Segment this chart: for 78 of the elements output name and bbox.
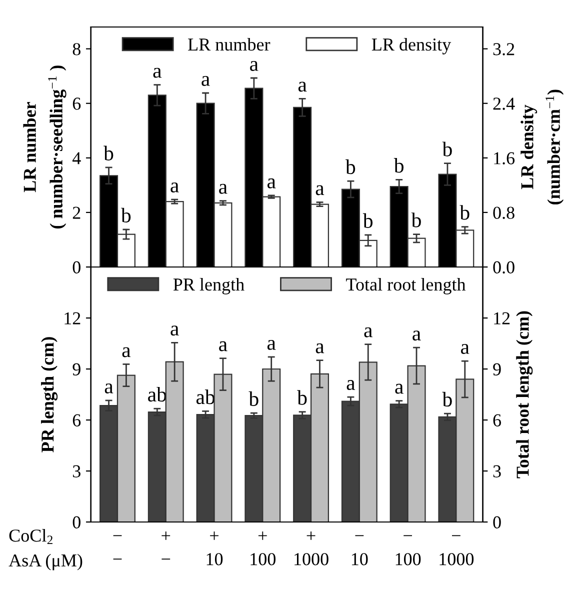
annotation: b	[346, 159, 356, 174]
text: −	[404, 535, 412, 536]
annotation: b	[248, 391, 258, 406]
x-tick-label: 100	[396, 553, 421, 566]
y2-tick-label: 6	[493, 414, 502, 426]
annotation: b	[120, 208, 131, 222]
text: −	[355, 535, 364, 536]
annotation: b	[394, 158, 404, 173]
annotation: a	[170, 182, 179, 192]
annotation: a	[267, 178, 276, 188]
annotation: a	[219, 341, 228, 352]
annotation: ab	[148, 386, 166, 402]
annotation: a	[346, 380, 356, 390]
text: +	[258, 531, 267, 540]
y2-tick-label: 3	[493, 465, 501, 478]
y-tick-label: 6	[72, 98, 81, 110]
y-tick-label: 0	[72, 516, 80, 528]
y-tick-label: 4	[72, 152, 81, 164]
text: AsA (μM)	[8, 554, 82, 570]
y-tick-label: 6	[72, 414, 81, 426]
y2-axis-title: LR density (number·cm$^{−1}$)	[520, 90, 564, 204]
y-tick-label: 9	[72, 363, 80, 376]
y2-axis-title: Total root length (cm)	[516, 311, 533, 478]
y-tick-label: 0	[72, 261, 80, 274]
annotation: b	[460, 205, 470, 220]
text: +	[210, 531, 218, 540]
y-axis-title: PR length (cm)	[41, 337, 58, 452]
annotation: a	[219, 184, 228, 194]
x-tick-label: 1000	[440, 553, 474, 566]
y2-tick-label: 0.0	[493, 261, 514, 274]
text: CoCl$_{2}$	[9, 529, 52, 544]
annotation: a	[202, 76, 210, 86]
annotation: b	[442, 142, 452, 156]
legend-label: Total root length	[346, 278, 466, 294]
x-tick-label: 10	[352, 553, 368, 566]
annotation: b	[362, 213, 373, 228]
y-tick-label: 12	[64, 312, 80, 324]
annotation: a	[153, 68, 162, 78]
text: +	[306, 531, 316, 540]
x-tick-label: −	[113, 558, 122, 560]
annotation: b	[104, 146, 114, 160]
y2-tick-label: 0.8	[493, 206, 514, 219]
y2-tick-label: 0	[493, 516, 501, 528]
annotation: a	[316, 185, 324, 196]
y2-tick-label: 9	[493, 363, 501, 376]
text: +	[162, 531, 170, 540]
annotation: a	[267, 340, 276, 350]
annotation: a	[461, 344, 470, 354]
legend-label: LR number	[188, 38, 270, 51]
x-tick-label: 1000	[294, 553, 328, 566]
y2-tick-label: 1.6	[494, 152, 515, 164]
annotation: a	[316, 343, 324, 354]
annotation: a	[170, 326, 179, 336]
annotation: b	[297, 390, 307, 405]
annotation: a	[412, 330, 421, 341]
annotation: ab	[196, 389, 215, 404]
x-tick-label: 10	[206, 553, 223, 566]
annotation: a	[122, 347, 131, 358]
y2-tick-label: 2.4	[493, 98, 515, 110]
annotation: a	[104, 383, 114, 394]
y2-tick-label: 12	[494, 312, 510, 324]
annotation: b	[411, 212, 421, 228]
annotation: a	[364, 327, 372, 338]
annotation: b	[442, 392, 452, 407]
y-tick-label: 3	[72, 465, 80, 478]
x-tick-label: −	[162, 558, 170, 560]
y2-tick-label: 3.2	[493, 43, 514, 56]
legend-label: LR density	[372, 38, 452, 54]
annotation: a	[250, 61, 258, 71]
y-tick-label: 2	[72, 206, 80, 219]
legend-label: PR length	[173, 278, 244, 294]
text: −	[113, 535, 122, 536]
x-tick-label: 100	[250, 553, 276, 566]
annotation: a	[395, 384, 404, 394]
text: −	[452, 535, 460, 536]
annotation: a	[298, 82, 307, 92]
y-axis-title: LR number ( number·seedling$^{−1}$ )	[23, 66, 66, 228]
y-tick-label: 8	[72, 43, 80, 56]
